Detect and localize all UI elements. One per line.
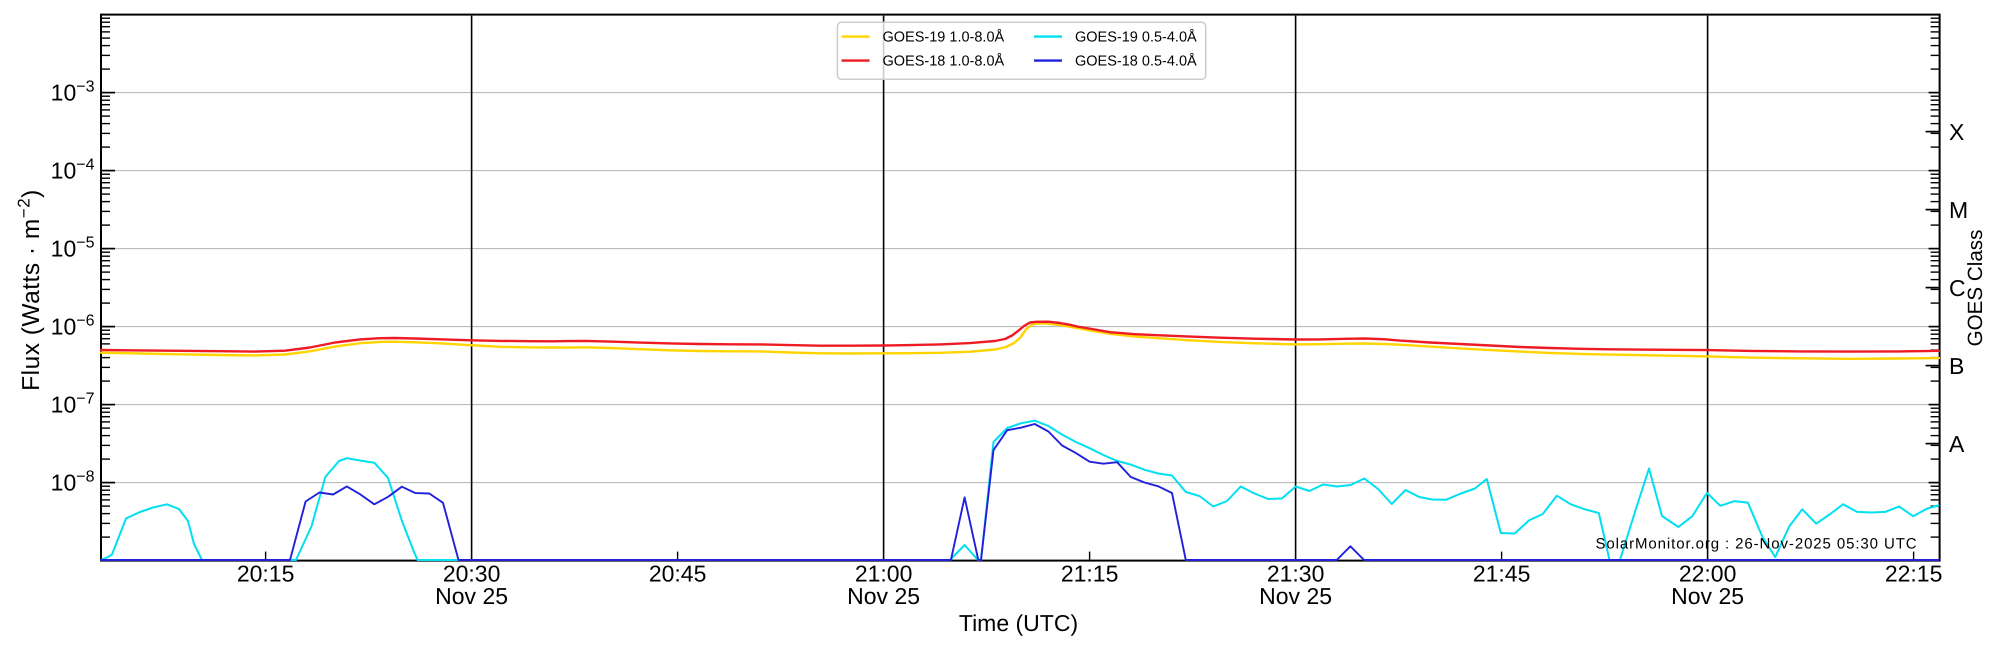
svg-text:Nov 25: Nov 25 <box>1671 583 1744 609</box>
svg-text:10−8: 10−8 <box>51 469 95 496</box>
svg-text:Nov 25: Nov 25 <box>847 583 920 609</box>
svg-text:20:15: 20:15 <box>237 561 295 587</box>
svg-text:C: C <box>1949 275 1966 301</box>
svg-text:Nov 25: Nov 25 <box>435 583 508 609</box>
svg-text:M: M <box>1949 197 1968 223</box>
svg-text:Flux (Watts · m−2): Flux (Watts · m−2) <box>15 189 46 391</box>
svg-text:Nov 25: Nov 25 <box>1259 583 1332 609</box>
svg-text:20:45: 20:45 <box>649 561 707 587</box>
svg-text:SolarMonitor.org : 26-Nov-2025: SolarMonitor.org : 26-Nov-2025 05:30 UTC <box>1596 536 1918 553</box>
svg-text:21:45: 21:45 <box>1473 561 1531 587</box>
svg-text:GOES-19 0.5-4.0Å: GOES-19 0.5-4.0Å <box>1075 29 1197 46</box>
svg-text:GOES-18 1.0-8.0Å: GOES-18 1.0-8.0Å <box>883 53 1005 70</box>
svg-text:22:15: 22:15 <box>1885 561 1943 587</box>
svg-text:GOES-18 0.5-4.0Å: GOES-18 0.5-4.0Å <box>1075 53 1197 70</box>
svg-text:22:00: 22:00 <box>1679 561 1737 587</box>
svg-text:A: A <box>1949 431 1965 457</box>
svg-text:21:30: 21:30 <box>1267 561 1325 587</box>
svg-text:X: X <box>1949 119 1964 145</box>
svg-text:Time (UTC): Time (UTC) <box>959 610 1078 636</box>
svg-text:21:15: 21:15 <box>1061 561 1119 587</box>
svg-text:B: B <box>1949 353 1964 379</box>
svg-text:GOES Class: GOES Class <box>1964 230 1987 347</box>
svg-text:20:30: 20:30 <box>443 561 501 587</box>
svg-text:21:00: 21:00 <box>855 561 913 587</box>
svg-text:GOES-19 1.0-8.0Å: GOES-19 1.0-8.0Å <box>883 29 1005 46</box>
